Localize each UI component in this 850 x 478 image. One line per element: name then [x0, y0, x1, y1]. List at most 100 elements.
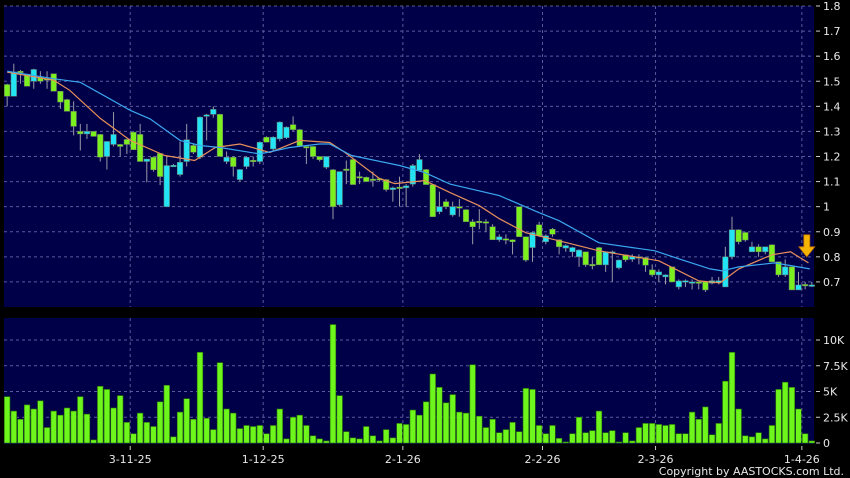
candle-up [782, 266, 789, 276]
price-tick-label: 1.4 [823, 100, 841, 113]
candle-down [356, 176, 363, 179]
volume-bar [329, 324, 337, 444]
volume-bar [782, 381, 789, 444]
volume-bar [562, 441, 569, 444]
volume-bar [70, 410, 77, 444]
price-tick-label: 1.5 [823, 75, 841, 88]
candle-down [502, 238, 509, 241]
candle-up [602, 251, 609, 266]
candle-down [742, 232, 749, 241]
candle-down [329, 169, 337, 207]
volume-bar [157, 401, 164, 444]
candle-down [316, 156, 323, 161]
volume-bar [17, 419, 24, 444]
moving-average-line [7, 70, 810, 272]
candle-down [396, 186, 403, 189]
volume-bar [469, 364, 476, 444]
volume-bar [422, 401, 430, 444]
candle-down [70, 111, 77, 127]
volume-bar [216, 362, 224, 444]
candle-up [177, 162, 184, 175]
volume-bar [250, 426, 257, 444]
volume-bar [30, 408, 37, 444]
volume-bar [163, 385, 170, 444]
candle-up [403, 185, 410, 189]
candle-down [516, 206, 523, 238]
volume-bar [742, 435, 749, 444]
candle-up [675, 280, 682, 288]
volume-bar [83, 413, 91, 444]
candle-up [722, 256, 729, 288]
volume-bar [529, 389, 536, 444]
volume-bar [309, 435, 317, 444]
volume-bar [103, 389, 110, 444]
candle-up [183, 139, 190, 162]
candle-down [77, 131, 84, 135]
volume-bar [688, 411, 696, 444]
candle-up [270, 136, 277, 150]
candle-down [582, 251, 589, 266]
volume-bar [728, 352, 736, 444]
date-tick-label: 1-4-26 [784, 453, 820, 466]
volume-bar [323, 440, 330, 444]
candle-up [569, 247, 576, 253]
candle-down [17, 70, 24, 73]
volume-bar [403, 424, 410, 444]
candle-down [702, 281, 709, 291]
candle-down [642, 257, 649, 266]
volume-bar [363, 426, 370, 444]
volume-tick-label: 7.5K [823, 360, 848, 373]
volume-bar [57, 414, 64, 444]
volume-bar [788, 387, 795, 444]
down-arrow-icon [797, 234, 816, 258]
candle-down [595, 247, 603, 266]
date-tick-label: 3-11-25 [109, 453, 152, 466]
volume-bar [256, 425, 263, 444]
candle-up [256, 141, 263, 162]
volume-bar [283, 438, 290, 444]
volume-bar [762, 438, 769, 444]
candle-down [97, 134, 104, 158]
candle-down [310, 146, 317, 157]
volume-bar [296, 414, 303, 444]
candle-up [682, 280, 689, 283]
volume-bar [635, 427, 642, 444]
candle-up [323, 156, 330, 168]
volume-bar [549, 425, 556, 444]
candle-down [303, 146, 310, 149]
price-tick-label: 1.3 [823, 125, 841, 138]
candle-down [137, 134, 144, 162]
volume-bar [436, 387, 443, 444]
volume-bar [223, 408, 230, 444]
volume-bar [123, 422, 130, 444]
candle-down [369, 178, 376, 181]
volume-bar [476, 415, 483, 444]
volume-bar [489, 419, 496, 444]
volume-bar [137, 412, 144, 444]
candle-down [37, 76, 44, 82]
candle-down [343, 168, 350, 171]
candle-down [456, 206, 463, 209]
candle-up [662, 274, 669, 278]
axis-labels: 1.8 1.7 1.6 1.5 1.4 1.3 1.2 1.1 1 0.9 0.8 0.7 10K 7.5… [109, 0, 849, 466]
volume-bar [748, 436, 756, 444]
volume-tick-label: 2.5K [823, 411, 848, 424]
volume-bar [615, 441, 623, 444]
candle-up [562, 245, 569, 249]
price-tick-label: 1.2 [823, 151, 841, 164]
candle-down [788, 266, 795, 291]
candle-down [230, 157, 237, 167]
volume-bar [629, 440, 636, 444]
candle-up [748, 246, 756, 253]
volume-bar [263, 433, 270, 444]
candle-up [615, 259, 623, 269]
candle-down [150, 157, 157, 171]
candle-down [117, 144, 124, 147]
candle-down [556, 239, 563, 248]
volume-bar [795, 408, 802, 444]
volume-bar [303, 425, 310, 444]
volume-bar [642, 423, 649, 444]
candle-up [210, 109, 217, 115]
volume-bar [722, 380, 729, 444]
